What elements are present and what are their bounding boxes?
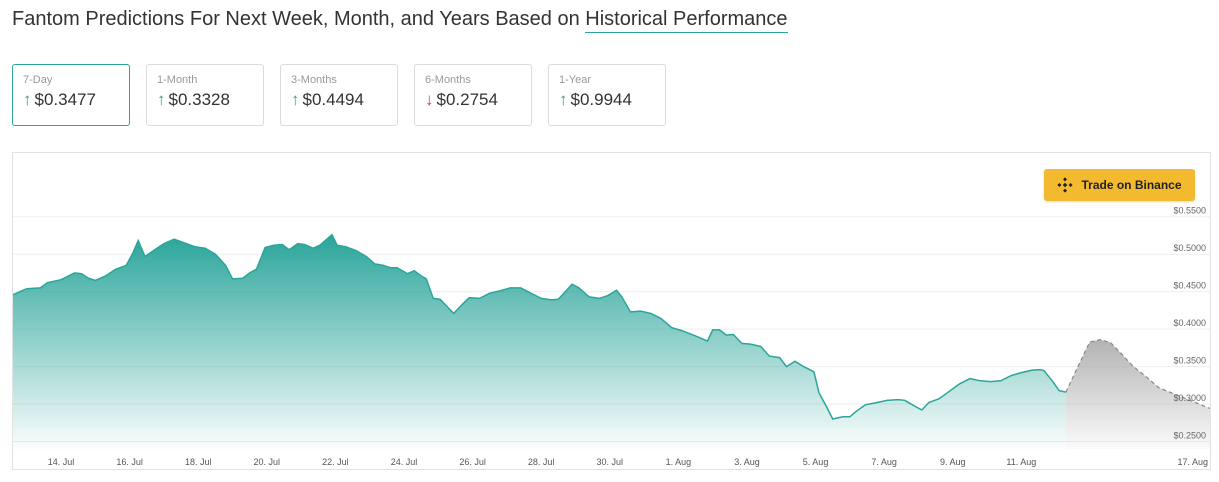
trade-on-binance-label: Trade on Binance xyxy=(1081,178,1182,192)
card-label: 3-Months xyxy=(291,74,337,86)
x-tick-label: 9. Aug xyxy=(940,457,966,467)
x-tick-label: 24. Jul xyxy=(391,457,418,467)
x-tick-label: 18. Jul xyxy=(185,457,212,467)
card-value: $0.9944 xyxy=(570,90,632,109)
card-label: 1-Month xyxy=(157,74,198,86)
y-tick-label: $0.3000 xyxy=(1173,393,1206,403)
prediction-card-1-month[interactable]: 1-Month ↑ $0.3328 xyxy=(146,64,264,126)
prediction-card-3-months[interactable]: 3-Months ↑ $0.4494 xyxy=(280,64,398,126)
x-tick-label: 11. Aug xyxy=(1006,457,1036,467)
price-chart: $0.5500 $0.5000 $0.4500 $0.4000 $0.3500 $0.30… xyxy=(12,152,1211,470)
card-label: 7-Day xyxy=(23,74,53,86)
binance-logo-icon xyxy=(1057,177,1074,193)
prediction-card-1-year[interactable]: 1-Year ↑ $0.9944 xyxy=(548,64,666,126)
card-value: $0.4494 xyxy=(302,90,364,109)
y-tick-label: $0.4000 xyxy=(1173,318,1206,328)
arrow-up-icon: ↑ xyxy=(291,90,300,109)
x-tick-label: 7. Aug xyxy=(871,457,897,467)
forecast-area xyxy=(1065,339,1210,449)
x-tick-label: 28. Jul xyxy=(528,457,555,467)
price-chart-svg: $0.5500 $0.5000 $0.4500 $0.4000 $0.3500 $0.30… xyxy=(13,206,1210,467)
x-tick-label: 22. Jul xyxy=(322,457,349,467)
card-value: $0.3477 xyxy=(34,90,96,109)
card-label: 6-Months xyxy=(425,74,471,86)
x-tick-label: 1. Aug xyxy=(666,457,692,467)
arrow-up-icon: ↑ xyxy=(559,90,568,109)
x-tick-label: 3. Aug xyxy=(734,457,760,467)
arrow-up-icon: ↑ xyxy=(23,90,32,109)
historical-performance-link[interactable]: Historical Performance xyxy=(585,8,788,33)
x-tick-label: 5. Aug xyxy=(803,457,829,467)
y-tick-label: $0.5000 xyxy=(1173,243,1206,253)
y-tick-label: $0.5500 xyxy=(1173,206,1206,216)
y-tick-label: $0.4500 xyxy=(1173,281,1206,291)
x-tick-label: 20. Jul xyxy=(254,457,281,467)
y-tick-label: $0.2500 xyxy=(1173,431,1206,441)
price-area xyxy=(13,234,1066,449)
x-tick-label: 30. Jul xyxy=(597,457,624,467)
x-tick-label: 14. Jul xyxy=(48,457,75,467)
arrow-up-icon: ↑ xyxy=(157,90,166,109)
x-tick-label: 26. Jul xyxy=(459,457,486,467)
price-line xyxy=(13,233,1067,420)
prediction-card-6-months[interactable]: 6-Months ↓ $0.2754 xyxy=(414,64,532,126)
y-tick-label: $0.3500 xyxy=(1173,356,1206,366)
page-title: Fantom Predictions For Next Week, Month,… xyxy=(12,8,788,33)
card-value: $0.3328 xyxy=(168,90,230,109)
x-tick-label: 17. Aug xyxy=(1177,457,1208,467)
prediction-card-7-day[interactable]: 7-Day ↑ $0.3477 xyxy=(12,64,130,126)
card-label: 1-Year xyxy=(559,74,592,86)
trade-on-binance-button[interactable]: Trade on Binance xyxy=(1044,169,1195,201)
card-value: $0.2754 xyxy=(436,90,498,109)
prediction-cards: 7-Day ↑ $0.3477 1-Month ↑ $0.3328 3-Months… xyxy=(12,64,666,126)
title-prefix: Fantom Predictions For Next Week, Month,… xyxy=(12,8,586,30)
x-tick-label: 16. Jul xyxy=(116,457,143,467)
forecast-line xyxy=(1065,338,1210,410)
arrow-down-icon: ↓ xyxy=(425,90,434,109)
